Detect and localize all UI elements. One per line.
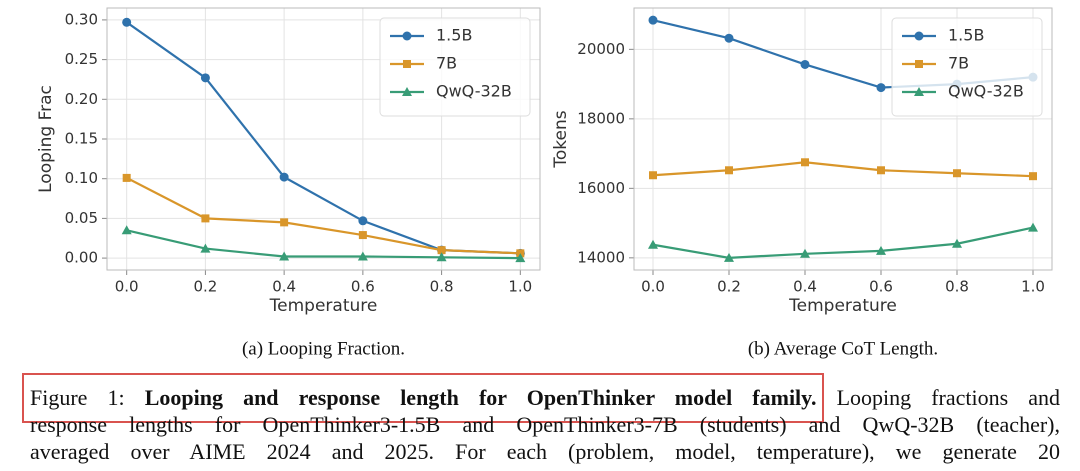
y-axis-label: Tokens (551, 110, 571, 168)
x-tick-label: 0.0 (115, 278, 139, 296)
legend-label: 1.5B (436, 26, 472, 45)
marker-triangle (121, 225, 132, 235)
marker-circle (279, 172, 289, 182)
y-tick-label: 0.20 (65, 90, 98, 108)
x-axis-label: Temperature (269, 296, 378, 316)
marker-square (877, 166, 885, 175)
y-tick-label: 0.00 (65, 249, 98, 267)
caption-line: averaged over AIME 2024 and 2025. For ea… (30, 439, 1060, 464)
y-axis-label: Looping Frac (36, 85, 56, 193)
series-line (652, 161, 1034, 178)
legend-label: QwQ-32B (436, 82, 512, 101)
marker-triangle (1028, 222, 1038, 232)
marker-triangle (402, 87, 412, 96)
y-tick-label: 0.30 (65, 10, 98, 28)
caption-title: Looping and response length for OpenThin… (144, 385, 817, 410)
marker-triangle (952, 238, 962, 248)
marker-square (649, 171, 657, 180)
marker-circle (402, 31, 412, 41)
plot-frame (633, 7, 1053, 271)
y-tick-label: 0.15 (65, 130, 98, 148)
y-tick-label: 0.25 (65, 50, 98, 68)
marker-square (725, 166, 733, 175)
y-tick-label: 18000 (577, 109, 625, 127)
marker-circle (122, 17, 132, 27)
x-tick-label: 0.4 (272, 278, 296, 296)
legend-label: QwQ-32B (948, 82, 1024, 101)
marker-triangle (914, 87, 924, 96)
caption-line: response lengths for OpenThinker3-1.5B a… (30, 412, 1060, 437)
marker-triangle (436, 252, 447, 262)
x-tick-label: 0.8 (430, 278, 454, 296)
marker-square (1029, 172, 1037, 181)
marker-square (201, 214, 210, 223)
x-tick-label: 0.4 (793, 278, 817, 296)
series-line (126, 176, 521, 255)
y-tick-label: 0.10 (65, 169, 98, 187)
marker-triangle (800, 248, 810, 258)
marker-triangle (515, 253, 526, 263)
highlight-box (22, 373, 824, 423)
x-tick-label: 0.6 (869, 278, 893, 296)
caption-label: Figure 1: (30, 385, 125, 410)
x-tick-label: 0.0 (641, 278, 665, 296)
marker-square (403, 60, 411, 68)
marker-square (280, 218, 289, 227)
marker-circle (648, 15, 658, 25)
marker-circle (358, 216, 368, 226)
x-tick-label: 1.0 (1021, 278, 1045, 296)
marker-square (801, 158, 809, 167)
legend-label: 7B (436, 54, 457, 73)
subcaption: (b) Average CoT Length. (748, 338, 938, 359)
y-tick-label: 14000 (577, 248, 625, 266)
subcaption: (a) Looping Fraction. (242, 338, 405, 359)
marker-circle (914, 31, 924, 41)
marker-square (358, 231, 367, 240)
y-tick-label: 16000 (577, 179, 625, 197)
x-tick-label: 0.2 (717, 278, 741, 296)
marker-triangle (724, 252, 734, 262)
figure-caption: Figure 1: Looping and response length fo… (30, 384, 1060, 465)
x-tick-label: 0.6 (351, 278, 375, 296)
marker-triangle (876, 245, 886, 255)
caption-line: Figure 1: Looping and response length fo… (30, 384, 1060, 411)
marker-triangle (200, 243, 211, 253)
legend-label: 1.5B (948, 26, 984, 45)
marker-triangle (357, 251, 368, 261)
x-tick-label: 1.0 (508, 278, 532, 296)
y-tick-label: 0.05 (65, 209, 98, 227)
marker-circle (876, 83, 886, 93)
y-tick-label: 20000 (577, 40, 625, 58)
marker-circle (724, 33, 734, 43)
marker-square (915, 60, 923, 68)
marker-square (953, 169, 961, 178)
marker-square (437, 246, 446, 255)
legend-label: 7B (948, 54, 969, 73)
x-axis-label: Temperature (788, 296, 897, 316)
marker-circle (800, 59, 810, 69)
caption-text: Looping fractions and (836, 385, 1061, 410)
x-tick-label: 0.2 (193, 278, 217, 296)
plot-frame (106, 7, 541, 271)
marker-square (122, 173, 131, 182)
series-line (126, 229, 521, 260)
marker-triangle (648, 239, 658, 249)
marker-triangle (279, 251, 290, 261)
x-tick-label: 0.8 (945, 278, 969, 296)
series-line (652, 226, 1034, 259)
marker-circle (200, 73, 210, 83)
